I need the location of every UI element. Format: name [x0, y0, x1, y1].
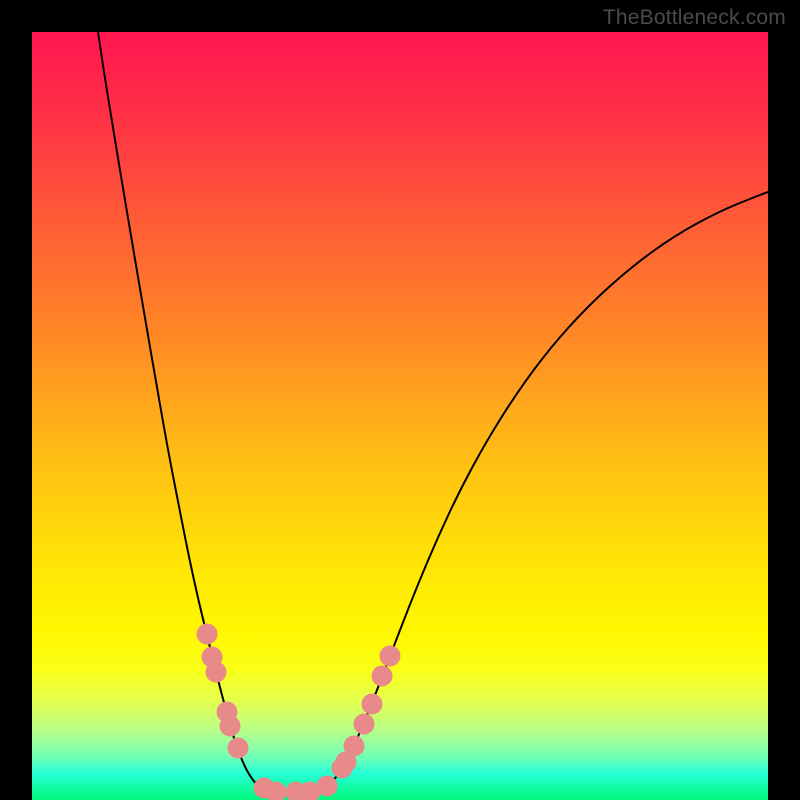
data-marker	[197, 624, 217, 644]
data-marker	[362, 694, 382, 714]
data-marker	[317, 776, 337, 796]
data-marker	[380, 646, 400, 666]
data-marker	[228, 738, 248, 758]
chart-frame: TheBottleneck.com	[0, 0, 800, 800]
data-marker	[266, 782, 286, 800]
data-marker	[354, 714, 374, 734]
data-marker	[220, 716, 240, 736]
chart-svg	[32, 32, 768, 800]
data-marker	[372, 666, 392, 686]
left-curve	[98, 32, 274, 792]
watermark-text: TheBottleneck.com	[603, 6, 786, 30]
data-marker	[344, 736, 364, 756]
data-marker	[206, 662, 226, 682]
